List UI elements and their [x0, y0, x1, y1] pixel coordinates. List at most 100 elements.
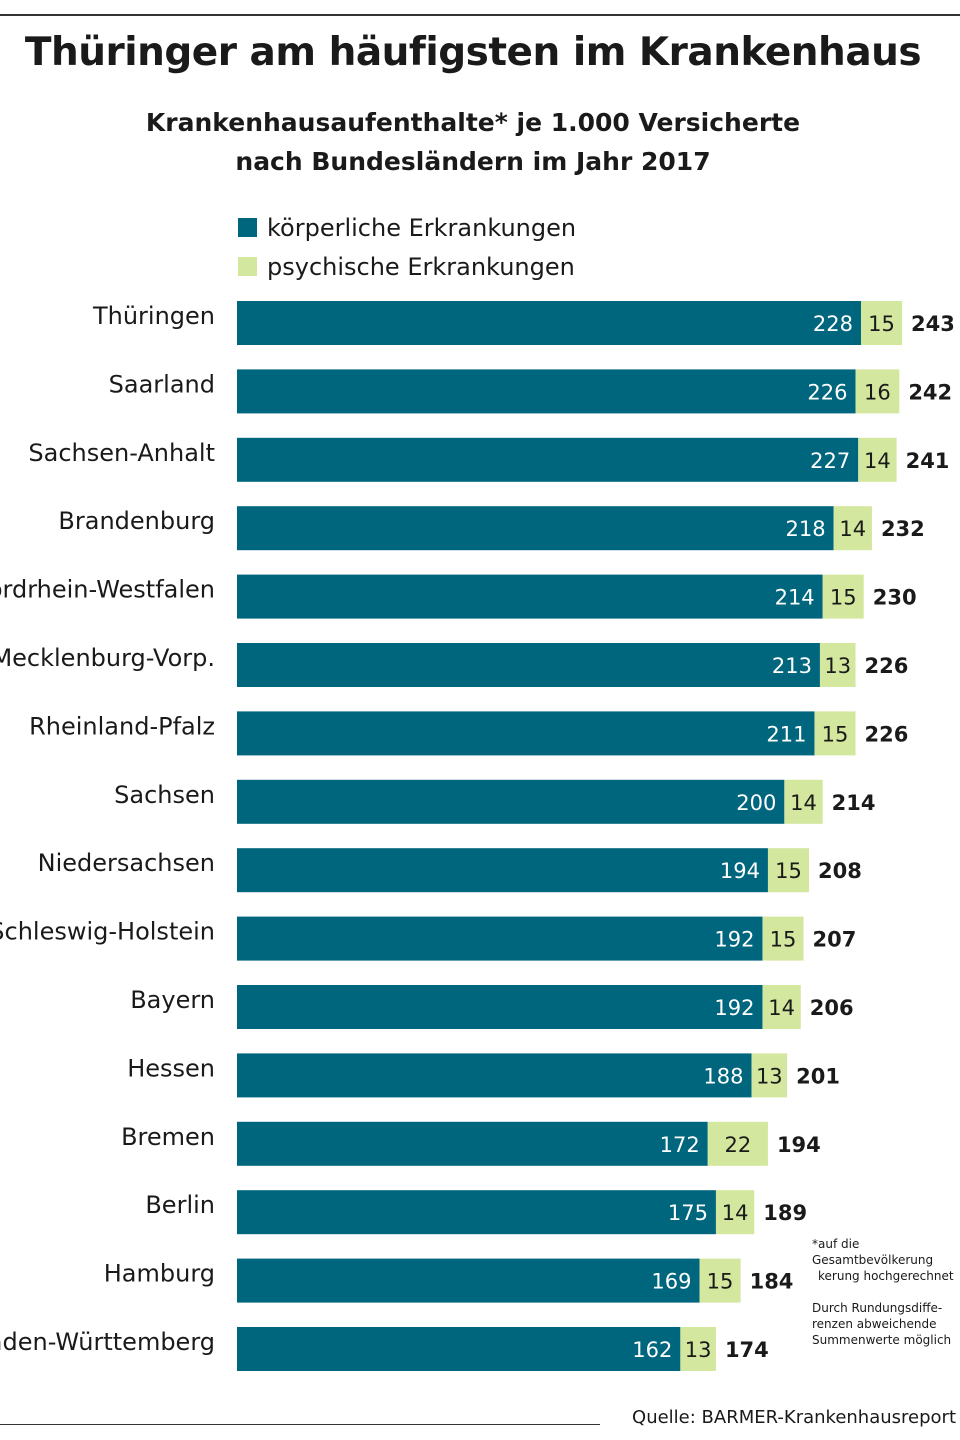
bar-physical: [237, 437, 859, 482]
bar-physical: [237, 506, 834, 551]
value-label-total: 201: [796, 1064, 840, 1088]
value-label-physical: 213: [772, 654, 812, 678]
value-label-mental: 15: [830, 586, 857, 610]
subtitle-line-2: nach Bundesländern im Jahr 2017: [235, 147, 711, 176]
category-label: Niedersachsen: [38, 849, 215, 877]
value-label-physical: 227: [810, 449, 850, 473]
bar-physical: [237, 916, 763, 961]
bar-mental: [819, 643, 856, 687]
value-label-physical: 228: [813, 312, 853, 336]
category-label: Berlin: [145, 1191, 215, 1219]
bar-physical: [237, 1190, 716, 1235]
value-label-physical: 214: [775, 586, 815, 610]
bar-mental: [858, 437, 897, 482]
value-label-mental: 13: [824, 654, 851, 678]
category-label: Hessen: [127, 1054, 215, 1082]
value-label-mental: 15: [775, 859, 802, 883]
bar-mental: [707, 1121, 768, 1166]
rounding-line-2: renzen abweichende: [812, 1317, 937, 1331]
chart-title: Thüringer am häufigsten im Krankenhaus: [24, 30, 922, 75]
bar-physical: [237, 643, 820, 687]
value-label-total: 208: [818, 859, 862, 883]
category-label: Hamburg: [104, 1260, 215, 1288]
bar-physical: [237, 848, 768, 893]
value-label-total: 189: [763, 1201, 807, 1225]
bottom-rule: [0, 1424, 600, 1425]
bar-physical: [237, 711, 815, 756]
bar-mental: [855, 369, 900, 414]
footnote-line-1: *auf die Gesamtbevölkerung: [812, 1237, 934, 1267]
value-label-mental: 22: [724, 1133, 751, 1157]
category-label: Thüringen: [92, 302, 215, 330]
value-label-physical: 192: [714, 928, 754, 952]
category-label: Brandenburg: [58, 507, 215, 535]
bar-mental: [762, 985, 801, 1029]
value-label-physical: 226: [807, 380, 847, 404]
footnote: *auf die Gesamtbevölkerung kerung hochge…: [812, 1236, 956, 1284]
subtitle-line-1: Krankenhausaufenthalte* je 1.000 Versich…: [145, 108, 801, 137]
value-label-total: 194: [777, 1133, 821, 1157]
bar-mental: [833, 506, 872, 551]
footnote-line-2: kerung hochgerechnet: [818, 1269, 954, 1283]
legend: körperliche Erkrankungen psychische Erkr…: [238, 208, 576, 286]
legend-item-mental: psychische Erkrankungen: [238, 247, 576, 286]
value-label-mental: 13: [756, 1064, 783, 1088]
rounding-note: Durch Rundungsdiffe- renzen abweichende …: [812, 1300, 956, 1348]
bar-physical: [237, 1121, 708, 1166]
value-label-physical: 172: [660, 1133, 700, 1157]
value-label-total: 174: [725, 1338, 769, 1362]
category-label: Saarland: [109, 370, 215, 398]
bar-physical: [237, 369, 856, 414]
value-label-mental: 14: [864, 449, 891, 473]
value-label-total: 214: [832, 791, 876, 815]
value-label-physical: 211: [766, 722, 806, 746]
category-label: Sachsen-Anhalt: [28, 439, 215, 467]
value-label-mental: 16: [864, 380, 891, 404]
value-label-mental: 15: [822, 722, 849, 746]
bar-mental: [715, 1190, 755, 1235]
category-label: Nordrhein-Westfalen: [0, 576, 215, 604]
value-label-mental: 13: [685, 1338, 712, 1362]
bar-mental: [767, 848, 809, 893]
bar-mental: [814, 711, 856, 756]
value-label-total: 243: [911, 312, 955, 336]
value-label-physical: 175: [668, 1201, 708, 1225]
bar-physical: [237, 1258, 700, 1303]
value-label-physical: 200: [736, 791, 776, 815]
legend-label-mental: psychische Erkrankungen: [267, 252, 575, 281]
bar-mental: [699, 1258, 741, 1303]
legend-item-physical: körperliche Erkrankungen: [238, 208, 576, 247]
legend-swatch-mental: [238, 257, 257, 276]
bar-mental: [751, 1053, 788, 1098]
value-label-total: 241: [906, 449, 950, 473]
value-label-mental: 15: [868, 312, 895, 336]
value-label-total: 230: [873, 586, 917, 610]
bar-physical: [237, 985, 763, 1029]
value-label-physical: 192: [714, 996, 754, 1020]
value-label-physical: 162: [632, 1338, 672, 1362]
category-label: Schleswig-Holstein: [0, 918, 215, 946]
bar-mental: [822, 574, 864, 619]
bar-physical: [237, 574, 823, 619]
value-label-physical: 169: [651, 1270, 691, 1294]
value-label-total: 226: [865, 654, 909, 678]
value-label-total: 226: [865, 722, 909, 746]
value-label-total: 206: [810, 996, 854, 1020]
rounding-line-3: Summenwerte möglich: [812, 1333, 952, 1347]
value-label-physical: 188: [703, 1064, 743, 1088]
category-label: Sachsen: [114, 781, 215, 809]
bar-physical: [237, 1053, 752, 1098]
bar-mental: [762, 916, 804, 961]
legend-label-physical: körperliche Erkrankungen: [267, 213, 577, 242]
top-rule: [0, 14, 960, 16]
value-label-total: 184: [750, 1270, 794, 1294]
source-note: Quelle: BARMER-Krankenhausreport: [632, 1407, 956, 1428]
bar-mental: [784, 779, 823, 824]
category-label: Mecklenburg-Vorp.: [0, 644, 215, 672]
bar-physical: [237, 301, 861, 345]
value-label-mental: 14: [790, 791, 817, 815]
value-label-total: 232: [881, 517, 925, 541]
bar-physical: [237, 1327, 681, 1371]
legend-swatch-physical: [238, 218, 257, 237]
